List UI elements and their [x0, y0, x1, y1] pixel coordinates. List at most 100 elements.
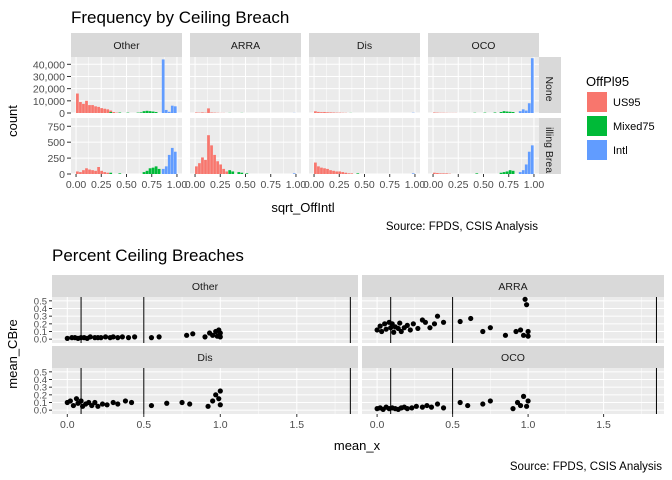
hist-bar-intl: [521, 109, 525, 113]
scatter-point: [523, 403, 530, 409]
hist-bar-us95: [82, 103, 85, 113]
scatter-point: [115, 335, 121, 341]
hist-panel-other-1: [71, 118, 182, 175]
legend-label-us95: US95: [613, 97, 641, 109]
scatter-point: [148, 335, 155, 341]
scatter-x-tick-label: 0.5: [445, 419, 460, 431]
hist-bar-us95: [219, 164, 222, 174]
hist-bar-intl: [518, 172, 522, 174]
hist-bar-mixed75: [502, 111, 506, 113]
hist-bar-us95: [91, 170, 94, 174]
hist-bar-us95: [94, 170, 97, 174]
panel-background: [362, 297, 664, 343]
scatter-point: [424, 402, 430, 409]
row-strip-0: [538, 57, 561, 113]
hist-x-tick-label: 0.25: [91, 179, 112, 191]
scatter-point: [379, 328, 385, 335]
scatter-point: [92, 399, 98, 406]
hist-x-tick-label: 1.00: [286, 179, 307, 191]
strip-label-arra: ARRA: [498, 281, 527, 293]
scatter-point: [522, 296, 528, 302]
scatter-point: [520, 332, 527, 338]
strip-dis: [309, 33, 420, 57]
hist-bar-us95: [433, 172, 436, 174]
scatter-point: [391, 329, 397, 335]
hist-bar-us95: [198, 163, 201, 174]
scatter-point: [216, 327, 222, 333]
scatter-y-tick-label: 0.3: [34, 383, 47, 394]
hist-panel-arra-0: [190, 57, 301, 114]
hist-bar-mixed75: [499, 112, 503, 113]
hist-bar-intl: [530, 58, 534, 113]
hist-bar-mixed75: [139, 112, 143, 113]
scatter-point: [480, 328, 486, 335]
hist-bar-us95: [341, 172, 345, 174]
scatter-point: [128, 399, 135, 406]
hist-bar-us95: [207, 135, 210, 174]
strip-label-dis: Dis: [357, 40, 372, 52]
hist-bar-us95: [338, 171, 341, 174]
scatter-point: [513, 328, 519, 335]
scatter-point: [419, 404, 425, 410]
hist-bar-intl: [524, 110, 528, 113]
scatter-point: [70, 402, 77, 409]
scatter-point: [440, 405, 447, 411]
strip-label-oco: OCO: [501, 352, 525, 364]
hist-x-tick-label: 0.00: [304, 179, 325, 191]
hist-bar-mixed75: [502, 172, 506, 174]
scatter-panels: Other0.00.10.20.30.40.5ARRADis0.00.10.20…: [34, 275, 664, 431]
histogram-y-axis-label: count: [5, 105, 20, 137]
hist-bar-mixed75: [151, 111, 155, 113]
hist-bar-us95: [210, 145, 213, 174]
scatter-y-tick-label: 0.4: [34, 304, 47, 315]
hist-bar-intl: [164, 109, 168, 113]
scatter-point: [525, 333, 531, 339]
hist-y-tick-label: 10,000: [33, 96, 65, 108]
hist-x-tick-label: 0.25: [329, 179, 350, 191]
scatter-point: [440, 319, 447, 325]
scatter-point: [104, 402, 110, 408]
scatter-source-note: Source: FPDS, CSIS Analysis: [510, 461, 662, 473]
scatter-point: [213, 392, 219, 398]
scatter-point: [67, 398, 73, 404]
hist-bar-us95: [326, 168, 329, 174]
hist-panel-dis-1: [309, 118, 420, 175]
scatter-point: [468, 315, 474, 322]
hist-bar-us95: [85, 168, 88, 174]
scatter-x-tick-label: 1.0: [521, 419, 536, 431]
scatter-point: [409, 405, 415, 411]
hist-bar-us95: [329, 112, 332, 113]
scatter-point: [205, 403, 211, 409]
strip-dis: [52, 346, 358, 368]
hist-bar-us95: [323, 112, 326, 113]
scatter-y-tick-label: 0.0: [34, 335, 47, 346]
scatter-y-tick-label: 0.4: [34, 375, 47, 386]
scatter-point: [125, 335, 132, 341]
hist-bar-mixed75: [511, 112, 515, 113]
row-strip-label-1: illing Brea: [543, 127, 555, 173]
scatter-point: [517, 402, 524, 409]
hist-x-tick-label: 1.00: [524, 179, 545, 191]
scatter-point: [382, 321, 388, 327]
scatter-point: [404, 322, 410, 328]
hist-bar-us95: [88, 105, 91, 113]
hist-panel-dis-0: [309, 57, 420, 114]
hist-x-tick-label: 0.25: [448, 179, 469, 191]
hist-bar-us95: [100, 108, 103, 113]
row-strip-label-0: None: [543, 76, 555, 101]
hist-bar-us95: [91, 105, 94, 113]
hist-bar-mixed75: [237, 172, 241, 174]
hist-x-tick-label: 0.75: [380, 179, 401, 191]
hist-bar-mixed75: [109, 172, 113, 174]
histogram-legend: OffPl95 US95 Mixed75 Intl: [586, 74, 655, 160]
hist-bar-us95: [97, 106, 100, 113]
hist-bar-mixed75: [145, 170, 149, 174]
hist-bar-us95: [314, 162, 317, 174]
hist-bar-us95: [201, 157, 204, 174]
scatter-point: [187, 401, 193, 407]
scatter-y-tick-label: 0.5: [34, 296, 47, 307]
hist-x-tick-label: 1.00: [405, 179, 426, 191]
hist-panel-oco-0: [428, 57, 539, 114]
scatter-point: [110, 334, 116, 340]
scatter-point: [202, 334, 208, 340]
